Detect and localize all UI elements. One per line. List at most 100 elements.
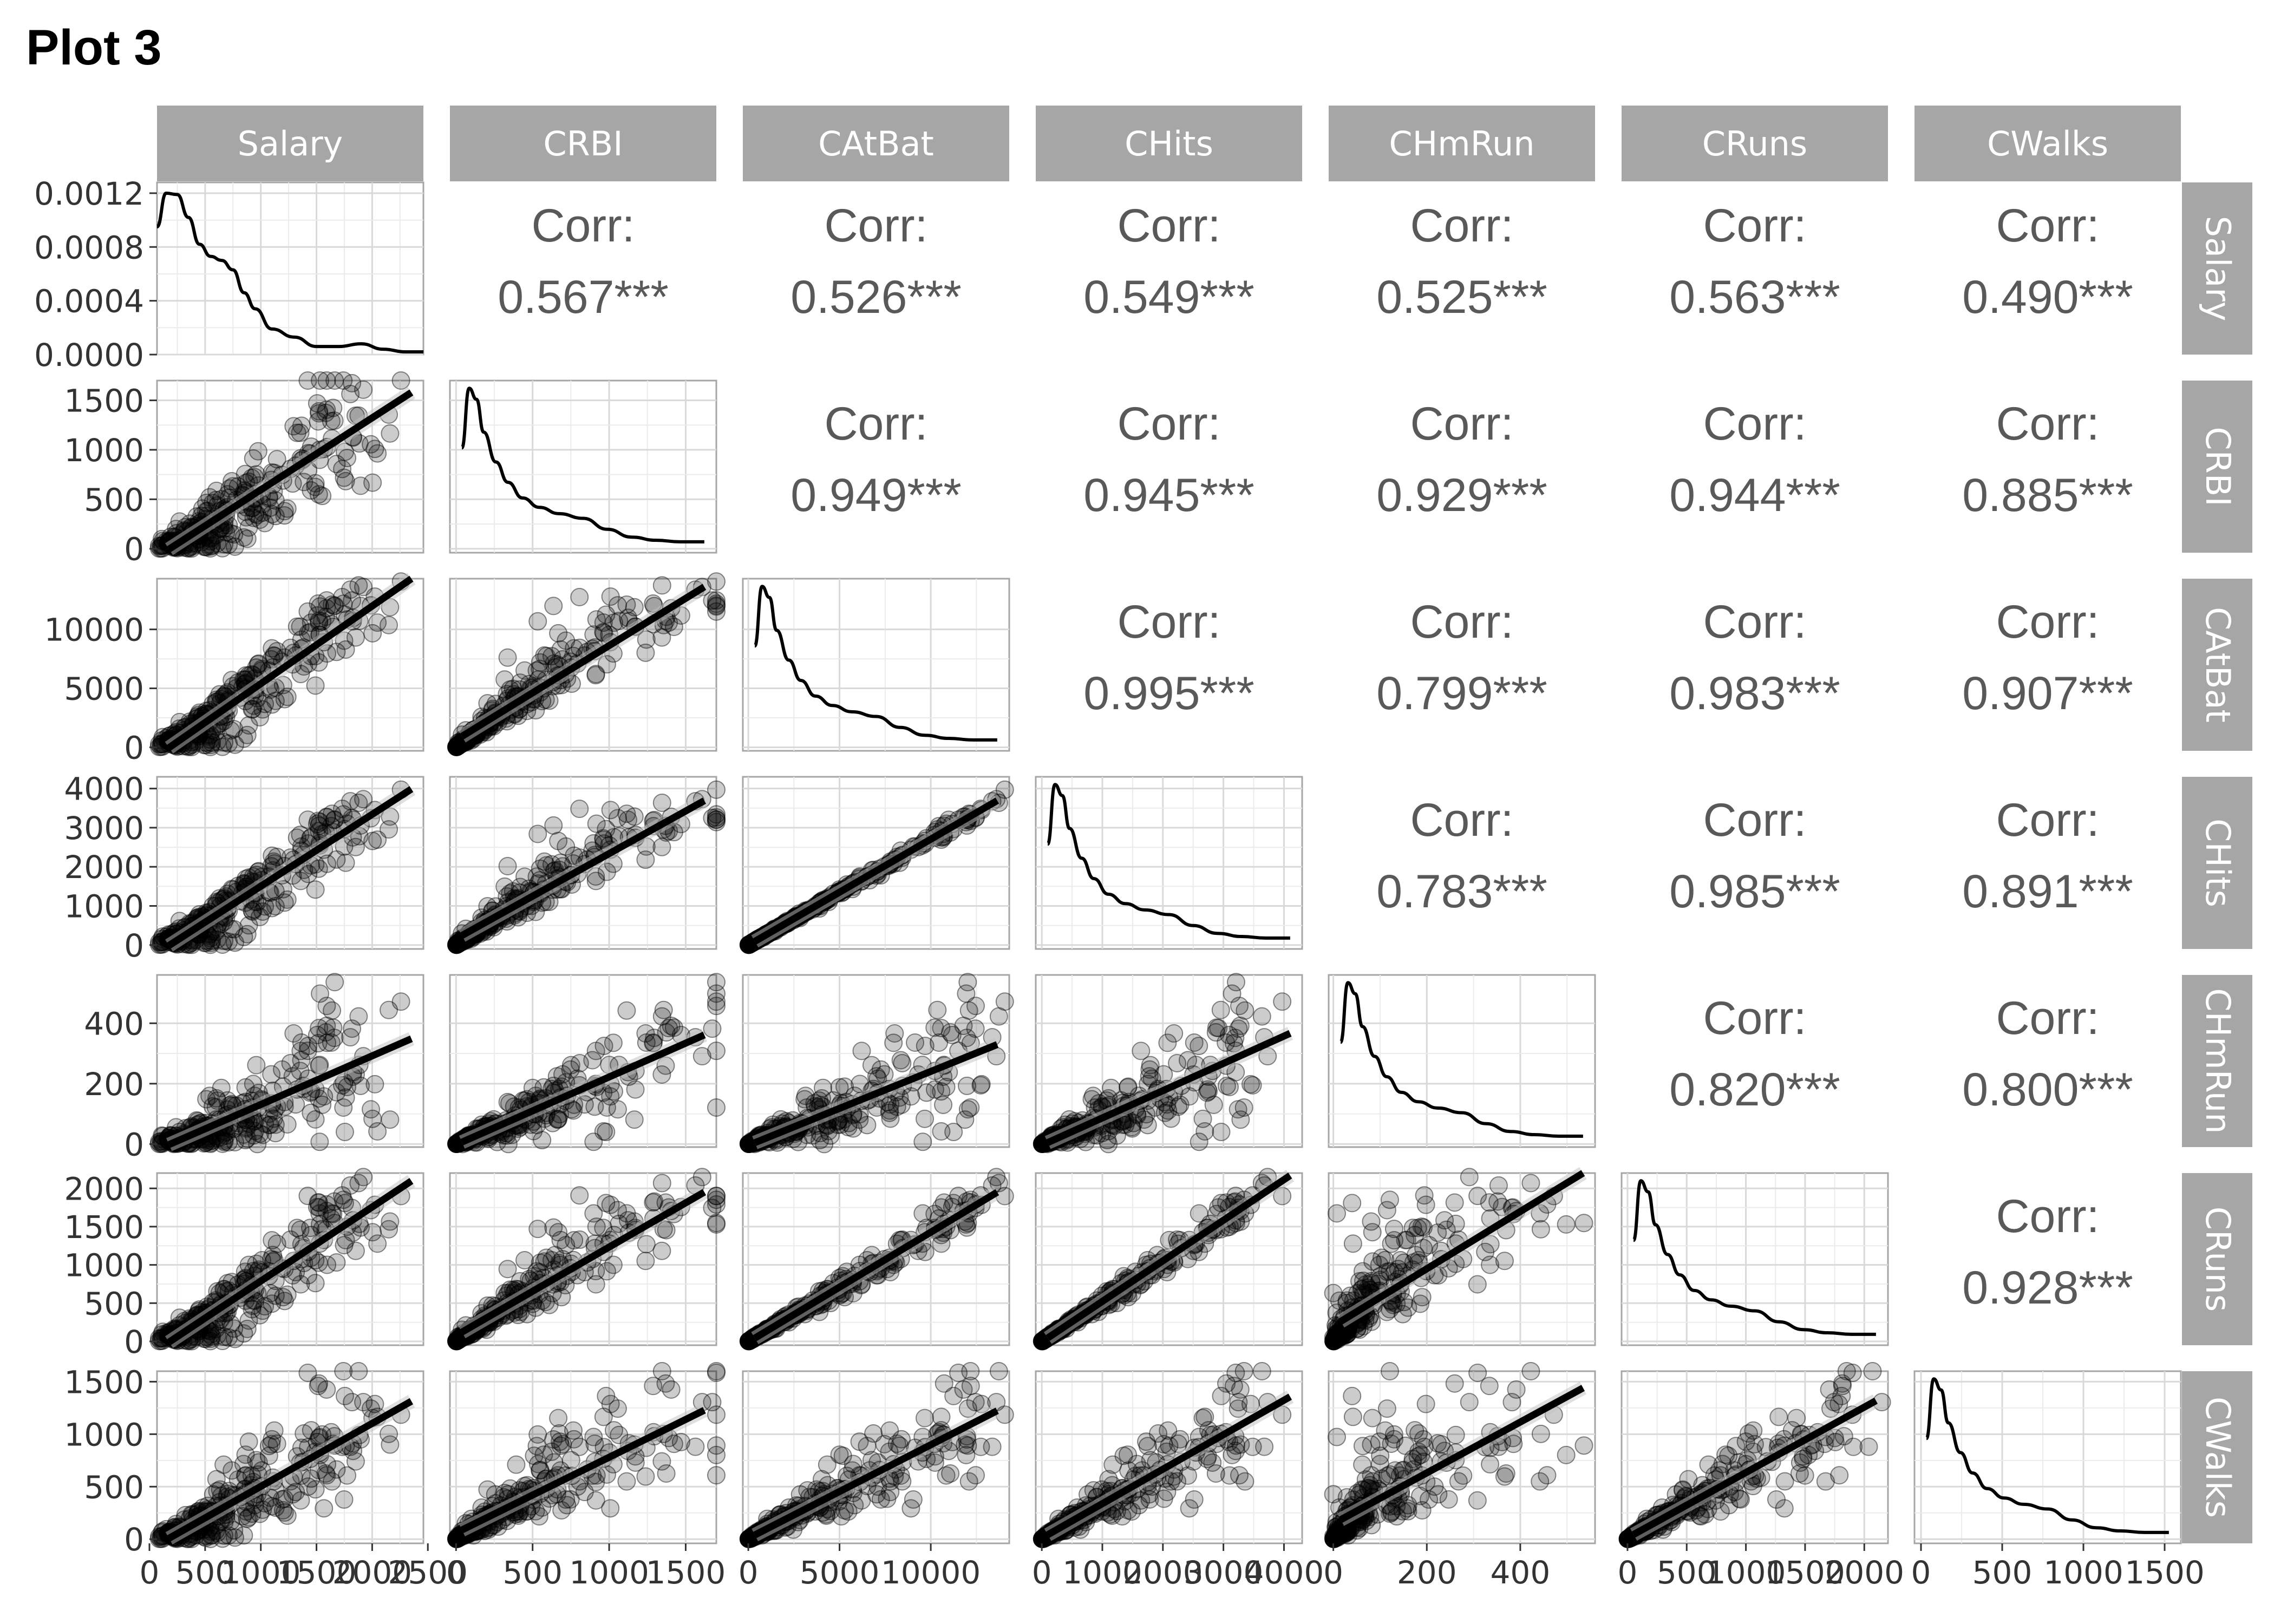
data-point [703, 1019, 722, 1038]
data-point [1138, 1116, 1157, 1135]
data-point [361, 435, 380, 454]
data-point [306, 1110, 325, 1129]
column-strip-cruns [1622, 106, 1888, 181]
data-point [1363, 1223, 1382, 1242]
column-strip-label-cwalks: CWalks [1987, 124, 2108, 163]
data-point [1377, 1201, 1396, 1220]
data-point [644, 1193, 663, 1212]
data-point [893, 1053, 912, 1072]
column-strip-chmrun [1329, 106, 1595, 181]
data-point [306, 474, 325, 493]
density-panel-salary [156, 181, 424, 356]
data-point [601, 1087, 620, 1106]
data-point [335, 468, 354, 487]
data-point [244, 508, 263, 527]
data-point [363, 1223, 382, 1242]
data-point [266, 1286, 285, 1305]
row-strip-label-chmrun: CHmRun [2198, 988, 2238, 1134]
data-point [1343, 1194, 1362, 1213]
data-point [292, 416, 311, 435]
data-point [707, 1098, 726, 1117]
data-point [239, 518, 258, 537]
data-point [335, 1490, 354, 1509]
data-point [349, 576, 368, 595]
data-point [291, 1491, 310, 1510]
data-point [343, 374, 362, 392]
data-point [349, 1174, 368, 1193]
data-point [570, 1437, 589, 1456]
data-point [316, 403, 335, 422]
data-point [261, 498, 280, 517]
data-point [368, 444, 387, 463]
data-point [325, 973, 344, 992]
row-strip-crbi [2182, 381, 2252, 553]
data-point [201, 532, 220, 551]
data-point [363, 831, 382, 850]
column-strip-cwalks [1914, 106, 2181, 181]
column-strip-catbat [743, 106, 1009, 181]
density-panel-crbi [449, 379, 717, 554]
data-point [302, 1421, 321, 1440]
data-point [617, 1472, 636, 1491]
data-point [617, 804, 636, 823]
page-title: Plot 3 [26, 20, 162, 75]
data-point [225, 525, 244, 544]
data-point [310, 404, 329, 423]
data-point [291, 617, 310, 636]
data-point [1343, 1234, 1362, 1253]
data-point [306, 676, 325, 695]
data-point [302, 481, 321, 500]
data-point [913, 1132, 932, 1151]
data-point [1193, 1109, 1212, 1128]
data-point [363, 473, 382, 492]
data-point [692, 1047, 711, 1066]
data-point [207, 481, 226, 500]
data-point [885, 1024, 904, 1043]
data-point [298, 371, 317, 390]
data-point [811, 1124, 829, 1143]
data-point [1531, 1220, 1550, 1239]
data-point [544, 816, 563, 835]
data-point [1460, 1168, 1479, 1187]
data-point [219, 535, 238, 554]
data-point [323, 595, 342, 614]
data-point [1211, 1000, 1230, 1019]
data-point [234, 528, 253, 547]
data-point [243, 1504, 262, 1523]
data-point [253, 503, 272, 522]
data-point [310, 402, 329, 421]
data-point [324, 398, 343, 417]
data-point [201, 539, 220, 558]
data-point [995, 780, 1014, 799]
data-point [313, 487, 332, 506]
density-panel-chits [1035, 776, 1303, 950]
data-point [549, 1409, 568, 1427]
data-point [906, 1033, 925, 1052]
data-point [928, 1000, 947, 1019]
data-point [652, 793, 671, 812]
data-point [295, 473, 313, 492]
data-point [498, 857, 517, 876]
data-point [247, 1056, 266, 1075]
data-point [247, 465, 266, 484]
data-point [1180, 1087, 1199, 1106]
data-point [170, 512, 189, 531]
data-point [1489, 1176, 1508, 1195]
data-point [275, 506, 294, 525]
data-point [707, 1436, 726, 1455]
column-strip-salary [157, 106, 423, 181]
data-point [540, 1295, 559, 1314]
data-point [203, 494, 222, 513]
data-point [597, 1123, 616, 1142]
data-point [243, 1300, 262, 1319]
data-point [707, 1466, 726, 1485]
data-point [266, 691, 285, 710]
data-point [309, 485, 328, 504]
data-point [1411, 1294, 1430, 1313]
data-point [901, 1087, 920, 1106]
data-point [597, 1262, 616, 1281]
data-point [213, 1529, 232, 1548]
data-point [1415, 1186, 1434, 1205]
data-point [1495, 1252, 1514, 1271]
data-point [213, 539, 232, 558]
